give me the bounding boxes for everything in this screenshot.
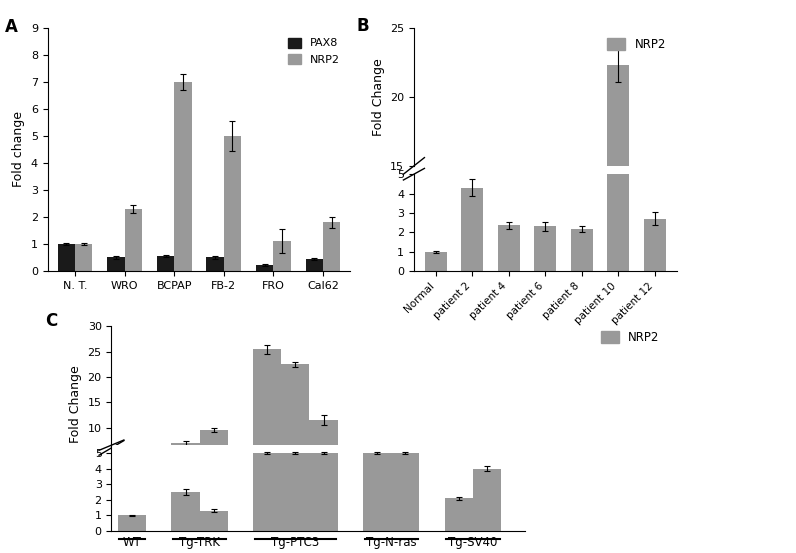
Bar [224, 136, 241, 271]
Bar [118, 473, 146, 478]
Bar [256, 265, 273, 271]
Bar [473, 468, 501, 531]
Bar [363, 453, 391, 531]
Bar [125, 209, 142, 271]
Bar [306, 259, 323, 271]
Bar [607, 65, 629, 373]
Text: C: C [45, 312, 57, 330]
Text: Fold Change: Fold Change [69, 365, 82, 442]
Bar [498, 226, 520, 271]
Bar [273, 241, 291, 271]
Legend: NRP2: NRP2 [603, 34, 671, 56]
Bar [107, 258, 125, 271]
Bar [391, 448, 419, 478]
Bar [462, 314, 483, 373]
Bar [310, 453, 338, 531]
Bar [323, 222, 341, 271]
Bar [473, 447, 501, 478]
Bar [607, 0, 629, 271]
Bar [310, 420, 338, 478]
Bar [445, 498, 473, 531]
Bar [281, 453, 310, 531]
Bar [534, 227, 556, 271]
Text: B: B [356, 17, 369, 35]
Y-axis label: Fold change: Fold change [13, 111, 25, 187]
Bar [425, 252, 447, 271]
Legend: PAX8, NRP2: PAX8, NRP2 [283, 33, 345, 69]
Bar [644, 336, 665, 373]
Bar [571, 229, 593, 271]
Bar [157, 256, 174, 271]
Bar [253, 349, 281, 478]
Y-axis label: Fold Change: Fold Change [372, 58, 384, 135]
Legend: NRP2: NRP2 [596, 326, 665, 348]
Bar [253, 453, 281, 531]
Bar [75, 244, 92, 271]
Bar [171, 443, 200, 478]
Bar [445, 448, 473, 478]
Bar [571, 343, 593, 373]
Bar [644, 219, 665, 271]
Text: A: A [6, 18, 18, 36]
Bar [391, 453, 419, 531]
Bar [281, 364, 310, 478]
Bar [534, 342, 556, 373]
Bar [200, 430, 228, 478]
Bar [462, 188, 483, 271]
Bar [174, 82, 192, 271]
Bar [363, 448, 391, 478]
Bar [206, 258, 224, 271]
Bar [498, 341, 520, 373]
Bar [200, 510, 228, 531]
Bar [57, 244, 75, 271]
Bar [171, 492, 200, 531]
Bar [425, 359, 447, 373]
Bar [118, 515, 146, 531]
